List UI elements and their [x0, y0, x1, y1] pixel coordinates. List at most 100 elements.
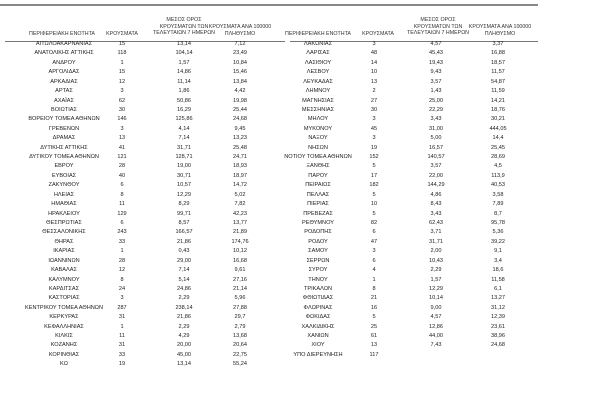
region-name: ΡΟΔΟΥ: [308, 238, 328, 245]
region-name: ΠΕΙΡΑΙΩΣ: [305, 182, 331, 189]
cases-per-100000: 8,7: [494, 210, 502, 217]
avg-7-days: 0,43: [178, 248, 190, 255]
region-name: ΚΟΖΑΝΗΣ: [50, 342, 78, 349]
region-name: ΕΥΒΟΙΑΣ: [51, 172, 77, 179]
table-row: ΛΑΡΙΣΑΣ 48 45,43 16,88: [0, 49, 600, 58]
cases: 5: [372, 163, 376, 170]
cases: 30: [118, 106, 126, 113]
avg-7-days: 62,43: [429, 219, 443, 226]
cases: 13: [370, 342, 378, 349]
cases: 3: [120, 295, 124, 302]
cases: 8: [120, 276, 124, 283]
region-name: ΤΡΙΚΑΛΩΝ: [303, 285, 333, 292]
avg-7-days: 25,00: [429, 97, 443, 104]
region-name: ΡΟΔΟΠΗΣ: [304, 229, 332, 236]
cases: 31: [118, 342, 126, 349]
table-row: ΘΗΡΑΣ 33 21,86 174,76: [0, 238, 600, 247]
region-name: ΚΑΒΑΛΑΣ: [51, 267, 77, 274]
table-row: ΑΡΓΟΛΙΔΑΣ 15 14,86 15,46: [0, 68, 600, 77]
region-name: ΚΙΛΚΙΣ: [55, 333, 73, 340]
avg-7-days: 166,57: [175, 229, 193, 236]
cases-per-100000: 24,68: [233, 116, 247, 123]
region-name: ΑΝΔΡΟΥ: [52, 59, 76, 66]
region-name: ΦΘΙΩΤΙΔΑΣ: [302, 295, 334, 302]
region-name: ΧΑΛΚΙΔΙΚΗΣ: [301, 323, 335, 330]
table-row: ΤΗΝΟΥ 1 1,57 11,58: [0, 276, 600, 285]
cases: 1: [120, 323, 124, 330]
region-name: ΛΗΜΝΟΥ: [305, 88, 331, 95]
cases: 40: [118, 172, 126, 179]
region-name: ΚΕΡΚΥΡΑΣ: [49, 314, 79, 321]
table-row: ΔΥΤΙΚΟΥ ΤΟΜΕΑ ΑΘΗΝΩΝ 121 128,71 24,71: [0, 153, 600, 162]
avg-7-days: 3,57: [430, 163, 442, 170]
cases-per-100000: 11,58: [491, 276, 505, 283]
table-row: ΣΥΡΟΥ 4 2,29 18,6: [0, 266, 600, 275]
avg-7-days: 3,71: [430, 229, 442, 236]
avg-7-days: 1,57: [178, 59, 190, 66]
cases: 31: [118, 314, 126, 321]
cases-per-100000: 14,4: [492, 135, 504, 142]
avg-7-days: 22,00: [429, 172, 443, 179]
cases-per-100000: 4,42: [234, 88, 246, 95]
cases-per-100000: 29,7: [234, 314, 246, 321]
cases: 19: [370, 144, 378, 151]
region-name: ΝΗΣΩΝ: [308, 144, 328, 151]
table-row: ΠΡΕΒΕΖΑΣ 5 3,43 8,7: [0, 210, 600, 219]
avg-7-days: 24,86: [177, 285, 191, 292]
table-row: ΠΑΡΟΥ 17 22,00 113,9: [0, 172, 600, 181]
region-name: ΘΗΡΑΣ: [54, 238, 74, 245]
cases: 243: [117, 229, 127, 236]
table-row: ΡΕΘΥΜΝΟΥ 82 62,43 95,78: [0, 219, 600, 228]
table-row: ΑΡΚΑΔΙΑΣ 12 11,14 13,84: [0, 78, 600, 87]
cases: 21: [370, 295, 378, 302]
table-row: ΝΟΤΙΟΥ ΤΟΜΕΑ ΑΘΗΝΩΝ 152 140,57 28,69: [0, 153, 600, 162]
table-row: ΗΡΑΚΛΕΙΟΥ 129 99,71 42,23: [0, 210, 600, 219]
cases: 118: [117, 50, 127, 57]
avg-7-days: 45,43: [429, 50, 443, 57]
table-row: ΚΕΦΑΛΛΗΝΙΑΣ 1 2,29 2,79: [0, 323, 600, 332]
cases-per-100000: 6,1: [494, 285, 502, 292]
avg-7-days: 20,00: [177, 342, 191, 349]
table-row: ΚΑΛΥΜΝΟΥ 8 5,14 27,16: [0, 276, 600, 285]
region-name: ΦΛΩΡΙΝΑΣ: [303, 304, 333, 311]
cases: 17: [370, 172, 378, 179]
cases-per-100000: 25,45: [491, 144, 505, 151]
cases-per-100000: 5,36: [492, 229, 504, 236]
region-name: ΞΑΝΘΗΣ: [306, 163, 330, 170]
region-name: ΧΙΟΥ: [311, 342, 325, 349]
cases: 28: [118, 163, 126, 170]
cases-per-100000: 38,96: [491, 333, 505, 340]
region-name: ΔΥΤΙΚΟΥ ΤΟΜΕΑ ΑΘΗΝΩΝ: [29, 154, 99, 161]
cases-per-100000: 13,84: [233, 78, 247, 85]
region-name: ΑΝΑΤΟΛΙΚΗΣ ΑΤΤΙΚΗΣ: [34, 50, 94, 57]
avg-7-days: 4,29: [178, 333, 190, 340]
table-row: ΔΡΑΜΑΣ 13 7,14 13,23: [0, 134, 600, 143]
avg-7-days: 128,71: [175, 154, 193, 161]
table-row: ΘΕΣΣΑΛΟΝΙΚΗΣ 243 166,57 21,89: [0, 228, 600, 237]
avg-7-days: 8,29: [178, 201, 190, 208]
region-name: ΠΙΕΡΙΑΣ: [307, 201, 329, 208]
avg-7-days: 7,43: [430, 342, 442, 349]
region-name: ΜΥΚΟΝΟΥ: [303, 125, 333, 132]
avg-7-days: 31,00: [429, 125, 443, 132]
region-name: ΗΛΕΙΑΣ: [53, 191, 75, 198]
cases-per-100000: 2,79: [234, 323, 246, 330]
header-avg-line: ΚΡΟΥΣΜΑΤΩΝ ΤΩΝ: [413, 23, 463, 30]
table-row: ΛΑΣΙΘΙΟΥ 14 19,43 18,57: [0, 59, 600, 68]
table-row: ΦΩΚΙΔΑΣ 5 4,57 12,39: [0, 313, 600, 322]
cases: 13: [118, 135, 126, 142]
region-name: ΑΙΤΩΛΟΑΚΑΡΝΑΝΙΑΣ: [35, 41, 93, 47]
region-name: ΜΕΣΣΗΝΙΑΣ: [301, 106, 335, 113]
avg-7-days: 13,14: [177, 41, 191, 47]
region-name: ΚΟΡΙΝΘΙΑΣ: [48, 351, 80, 358]
table-row: ΑΧΑΪΑΣ 62 50,86 19,98: [0, 97, 600, 106]
table-row: ΧΑΛΚΙΔΙΚΗΣ 25 12,86 23,61: [0, 323, 600, 332]
cases-per-100000: 13,23: [233, 135, 247, 142]
avg-7-days: 238,14: [175, 304, 193, 311]
cases: 5: [372, 314, 376, 321]
cases: 28: [118, 257, 126, 264]
cases-per-100000: 55,24: [233, 361, 247, 368]
region-name: ΧΑΝΙΩΝ: [307, 333, 329, 340]
header-cases: ΚΡΟΥΣΜΑΤΑ: [362, 31, 394, 37]
table-row: ΜΑΓΝΗΣΙΑΣ 27 25,00 14,21: [0, 97, 600, 106]
